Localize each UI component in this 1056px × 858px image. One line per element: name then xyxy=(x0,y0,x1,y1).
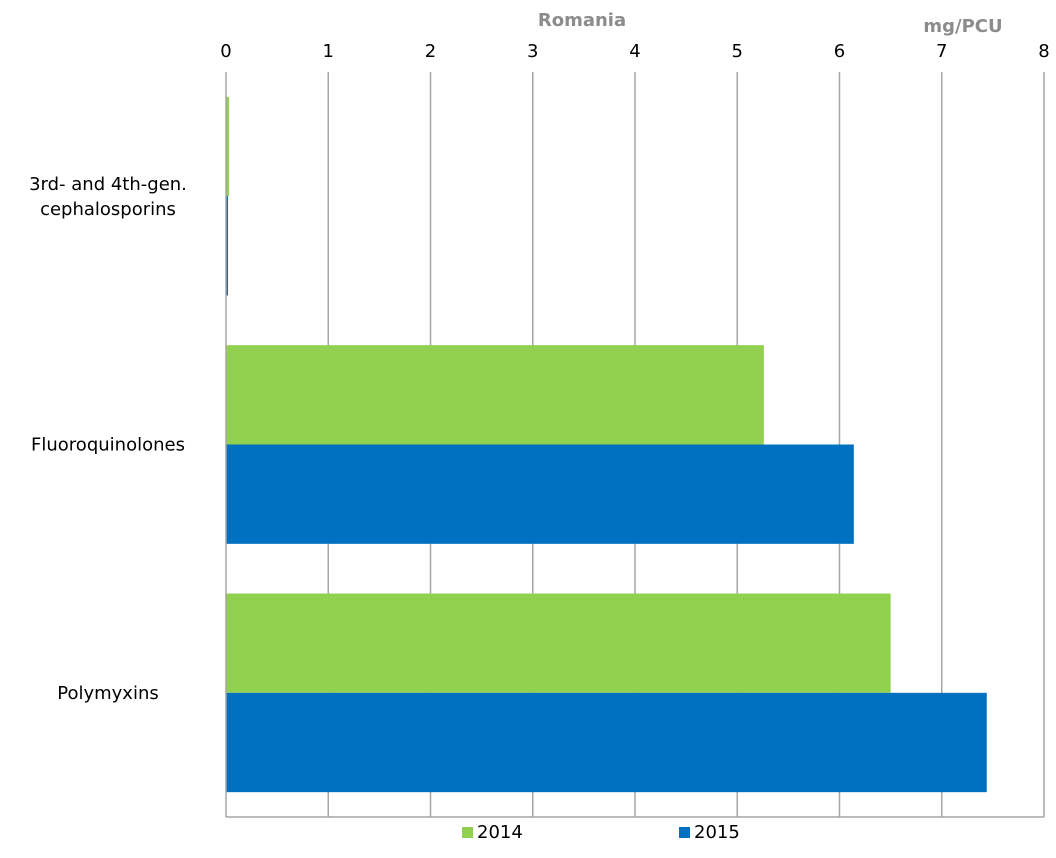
category-label: 3rd- and 4th-gen. cephalosporins xyxy=(29,174,187,220)
x-tick-label: 0 xyxy=(220,41,231,62)
bar-2015-1 xyxy=(226,444,854,544)
x-tick-label: 1 xyxy=(323,41,334,62)
unit-label: mg/PCU xyxy=(923,16,1002,37)
x-tick-label: 5 xyxy=(732,41,743,62)
x-tick-label: 7 xyxy=(936,41,947,62)
bar-2014-1 xyxy=(226,345,764,445)
category-label: Fluoroquinolones xyxy=(31,435,185,456)
chart-title: Romania xyxy=(538,10,626,31)
x-tick-label: 4 xyxy=(629,41,640,62)
x-tick-label: 2 xyxy=(425,41,436,62)
bar-2015-0 xyxy=(226,196,229,296)
bar-2014-2 xyxy=(226,593,891,693)
category-label: Polymyxins xyxy=(57,683,159,704)
x-tick-label: 8 xyxy=(1038,41,1049,62)
legend-label-2014: 2014 xyxy=(477,822,523,843)
bar-2015-2 xyxy=(226,692,987,793)
x-tick-label: 3 xyxy=(527,41,538,62)
bar-2014-0 xyxy=(226,96,230,197)
legend-swatch-2014 xyxy=(462,827,473,838)
legend-swatch-2015 xyxy=(679,827,690,838)
legend-label-2015: 2015 xyxy=(694,822,740,843)
x-tick-label: 6 xyxy=(834,41,845,62)
